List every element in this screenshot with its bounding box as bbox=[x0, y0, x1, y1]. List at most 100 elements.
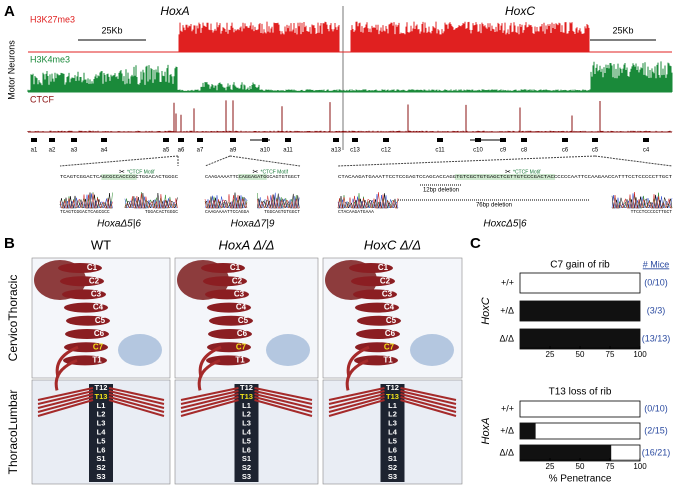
gene bbox=[163, 138, 169, 142]
gene-label: a3 bbox=[71, 148, 78, 154]
gene-label: a7 bbox=[197, 148, 204, 154]
motif-label: *CTCF Motif bbox=[513, 169, 541, 175]
gene-label: a5 bbox=[163, 148, 170, 154]
vertebra-label: T12 bbox=[386, 383, 399, 392]
mice-count: (0/10) bbox=[644, 403, 668, 413]
cartilage bbox=[410, 334, 454, 366]
vertebra-label: S1 bbox=[388, 454, 397, 463]
sequence: TGGCAGTGTGGCT bbox=[264, 209, 300, 215]
gene bbox=[521, 138, 527, 142]
row-title: ThoracoLumbar bbox=[6, 390, 20, 475]
gene-label: c11 bbox=[435, 148, 445, 154]
vertebra-label: L6 bbox=[242, 445, 251, 454]
category-label: +/+ bbox=[501, 403, 514, 413]
rib bbox=[180, 387, 239, 401]
rib bbox=[400, 387, 457, 401]
x-tick-label: 75 bbox=[606, 350, 615, 359]
gene-label: a6 bbox=[178, 148, 185, 154]
gene-label: c10 bbox=[473, 148, 483, 154]
row-title: CervicoThoracic bbox=[6, 275, 20, 362]
vertebra-label: C6 bbox=[94, 329, 105, 338]
x-tick-label: 100 bbox=[633, 462, 647, 471]
vertebra-label: T1 bbox=[92, 356, 102, 365]
gene-label: a2 bbox=[49, 148, 56, 154]
zoom-guide bbox=[204, 155, 231, 167]
track-label: CTCF bbox=[30, 94, 54, 104]
sequence: TCAGTCGGACTCAGCGCC bbox=[60, 209, 110, 215]
motif-highlight bbox=[238, 174, 267, 180]
vertebra bbox=[201, 263, 245, 273]
gene-label: a1 bbox=[31, 148, 38, 154]
rib bbox=[254, 387, 313, 401]
allele-name: HoxcΔ5|6 bbox=[483, 219, 527, 230]
vertebra bbox=[356, 329, 400, 339]
mice-header: # Mice bbox=[643, 259, 670, 269]
allele-name: HoxaΔ5|6 bbox=[97, 219, 141, 230]
sequence: TTCCTCCCCCTTGCT bbox=[631, 209, 673, 215]
vertebra bbox=[208, 329, 252, 339]
rib bbox=[180, 399, 239, 417]
vertebra-label: C1 bbox=[378, 263, 389, 272]
rib bbox=[108, 393, 165, 409]
vertebra bbox=[355, 302, 399, 313]
vertebra-label: T13 bbox=[240, 392, 253, 401]
motif-label: *CTCF Motif bbox=[261, 169, 289, 175]
panel-label: A bbox=[4, 3, 15, 20]
gene bbox=[197, 138, 203, 142]
sequence: CAAGAAAATTCCAGGAGATGGCAGTGTGGCT bbox=[205, 174, 300, 180]
locus: HoxA bbox=[160, 4, 189, 18]
rib bbox=[345, 359, 369, 391]
sequence: TCAGTCGGACTCAGCGCCACCCGCTGGACACTGGGC bbox=[60, 174, 178, 180]
rib bbox=[400, 390, 457, 405]
cartilage bbox=[266, 334, 310, 366]
allele-name: HoxaΔ7|9 bbox=[231, 219, 275, 230]
sequence: TGGACACTGGGC bbox=[145, 209, 178, 215]
vertebra-label: L6 bbox=[97, 445, 106, 454]
gene bbox=[500, 138, 506, 142]
rib bbox=[400, 399, 457, 417]
bar bbox=[520, 445, 612, 461]
category-label: +/+ bbox=[501, 277, 514, 287]
vertebra-label: C3 bbox=[382, 290, 393, 299]
genotype-group: HoxA bbox=[480, 418, 492, 445]
x-tick-label: 25 bbox=[546, 350, 555, 359]
x-tick-label: 50 bbox=[576, 462, 585, 471]
gene-label: c8 bbox=[521, 148, 528, 154]
cell-type: Motor Neurons bbox=[6, 40, 16, 100]
rib bbox=[197, 359, 221, 391]
zoom-guide bbox=[337, 155, 596, 167]
vertebra-label: L1 bbox=[242, 401, 251, 410]
column-title: HoxA Δ/Δ bbox=[219, 237, 275, 252]
chromatogram bbox=[257, 194, 300, 209]
rib bbox=[328, 399, 385, 417]
gene bbox=[49, 138, 55, 142]
scale-label: 25Kb bbox=[101, 25, 122, 35]
chromatogram bbox=[124, 193, 178, 209]
gene bbox=[230, 138, 236, 142]
rib bbox=[400, 396, 457, 413]
chromatogram bbox=[204, 192, 248, 209]
vertebra bbox=[203, 276, 247, 287]
motif-highlight bbox=[454, 174, 556, 180]
vertebra-label: C1 bbox=[87, 263, 98, 272]
vertebra-label: L3 bbox=[97, 419, 106, 428]
track-label: H3K27me3 bbox=[30, 14, 75, 24]
gene bbox=[592, 138, 598, 142]
mice-count: (0/10) bbox=[644, 277, 668, 287]
gene-label: c9 bbox=[500, 148, 507, 154]
gene bbox=[178, 138, 184, 142]
gene-label: c6 bbox=[562, 148, 569, 154]
motif-highlight bbox=[101, 174, 137, 180]
rib bbox=[37, 396, 94, 413]
panel-label: B bbox=[4, 235, 15, 252]
chromatogram bbox=[204, 195, 248, 209]
vertebra-label: L4 bbox=[242, 427, 252, 436]
vertebra-label: C1 bbox=[230, 263, 241, 272]
vertebra-label: S1 bbox=[96, 454, 105, 463]
rib bbox=[108, 396, 165, 413]
chromatogram bbox=[59, 193, 113, 209]
zoom-guide bbox=[59, 155, 179, 167]
scissors: ✂ bbox=[253, 169, 259, 176]
rib bbox=[37, 399, 94, 417]
vertebra-label: L2 bbox=[97, 410, 106, 419]
